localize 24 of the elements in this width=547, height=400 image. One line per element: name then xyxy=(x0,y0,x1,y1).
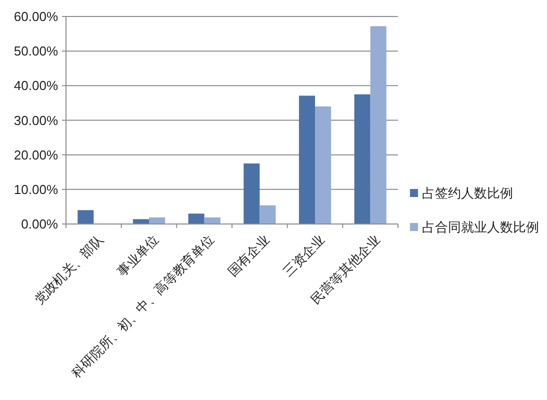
bar xyxy=(260,205,276,224)
bar xyxy=(370,26,386,224)
bar xyxy=(78,210,94,224)
bar xyxy=(354,94,370,224)
y-tick-label: 60.00% xyxy=(14,9,58,24)
x-tick-label: 事业单位 xyxy=(114,232,162,280)
y-tick-label: 10.00% xyxy=(14,182,58,197)
x-tick-label: 党政机关、部队 xyxy=(31,232,106,307)
bar xyxy=(204,217,220,224)
x-tick-label: 国有企业 xyxy=(224,232,272,280)
x-tick-label: 三资企业 xyxy=(280,232,328,280)
y-tick-label: 50.00% xyxy=(14,44,58,59)
y-tick-label: 0.00% xyxy=(21,216,58,232)
bar xyxy=(188,214,204,224)
y-tick-label: 30.00% xyxy=(14,112,58,128)
y-tick-label: 20.00% xyxy=(14,147,58,162)
y-tick-label: 40.00% xyxy=(14,78,58,94)
legend-label: 占合同就业人数比例 xyxy=(422,220,539,235)
bar xyxy=(315,106,332,224)
bar xyxy=(149,217,166,224)
legend-label: 占签约人数比例 xyxy=(422,186,513,201)
bar xyxy=(244,163,260,224)
bar xyxy=(298,96,315,224)
bar xyxy=(132,219,149,224)
